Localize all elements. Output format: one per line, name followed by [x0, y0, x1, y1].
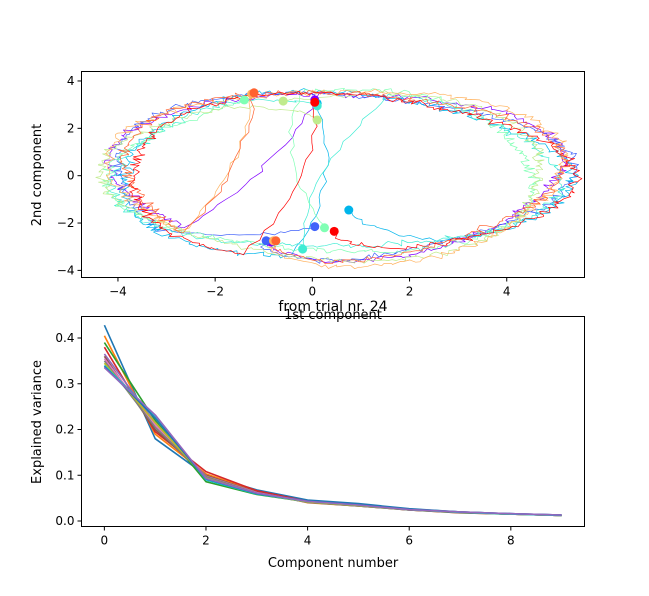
trajectory-trace	[103, 92, 569, 264]
x-tick-label: 8	[507, 534, 515, 548]
y-tick-label: 0.4	[55, 331, 74, 345]
trajectory-y-ticks: −4 −2 0 2 4	[57, 74, 82, 277]
variance-axes-frame	[81, 316, 585, 527]
x-tick-label: 4	[503, 285, 511, 299]
trajectory-start-point	[239, 95, 249, 105]
x-tick-label: −2	[206, 285, 224, 299]
trajectory-end-point	[310, 97, 320, 107]
variance-x-axis-label: Component number	[268, 556, 399, 571]
y-tick-label: 0.0	[55, 514, 74, 528]
trajectory-x-ticks: −4 −2 0 2 4	[109, 277, 511, 299]
variance-series-line	[103, 367, 562, 516]
trajectory-plot: −4 −2 0 2 4 −4 −2 0 2 4 1st component 2nd compon…	[30, 71, 585, 323]
trajectory-start-point	[271, 236, 281, 246]
x-tick-label: 0	[101, 534, 109, 548]
trajectory-y-axis-label: 2nd component	[30, 124, 45, 226]
variance-y-axis-label: Explained variance	[30, 360, 45, 484]
trajectory-end-point	[310, 222, 320, 232]
trajectory-trace	[95, 90, 545, 264]
y-tick-label: 0.1	[55, 468, 74, 482]
x-tick-label: 0	[309, 285, 317, 299]
trajectory-trace	[118, 88, 579, 259]
x-tick-label: −4	[109, 285, 127, 299]
y-tick-label: 2	[67, 121, 75, 135]
trajectory-start-point	[261, 236, 271, 246]
variance-plot-title: from trial nr. 24	[278, 299, 387, 315]
x-tick-label: 2	[406, 285, 414, 299]
trajectory-end-point	[249, 88, 259, 98]
trajectory-end-point	[278, 96, 288, 106]
y-tick-label: −4	[57, 263, 75, 277]
y-tick-label: 0	[67, 169, 75, 183]
x-tick-label: 6	[405, 534, 413, 548]
x-tick-label: 2	[202, 534, 210, 548]
variance-y-ticks: 0.0 0.1 0.2 0.3 0.4	[55, 331, 82, 528]
y-tick-label: −2	[57, 216, 75, 230]
variance-lines	[103, 324, 562, 517]
trajectory-trace	[128, 90, 583, 256]
x-tick-label: 4	[304, 534, 312, 548]
variance-x-ticks: 0 2 4 6 8	[101, 526, 515, 548]
trajectory-traces	[95, 87, 583, 270]
trajectory-start-point	[329, 226, 339, 236]
y-tick-label: 0.3	[55, 377, 74, 391]
trajectory-end-point	[298, 244, 308, 254]
trajectory-trace	[103, 88, 569, 270]
y-tick-label: 0.2	[55, 423, 74, 437]
trajectory-endpoints	[239, 88, 354, 254]
trajectory-axes-frame	[81, 71, 585, 278]
trajectory-trace	[101, 87, 541, 254]
trajectory-start-point	[312, 115, 322, 125]
trajectory-start-point	[344, 205, 354, 215]
trajectory-end-point	[319, 223, 329, 233]
trajectory-x-axis-label: 1st component	[284, 308, 382, 323]
y-tick-label: 4	[67, 74, 75, 88]
